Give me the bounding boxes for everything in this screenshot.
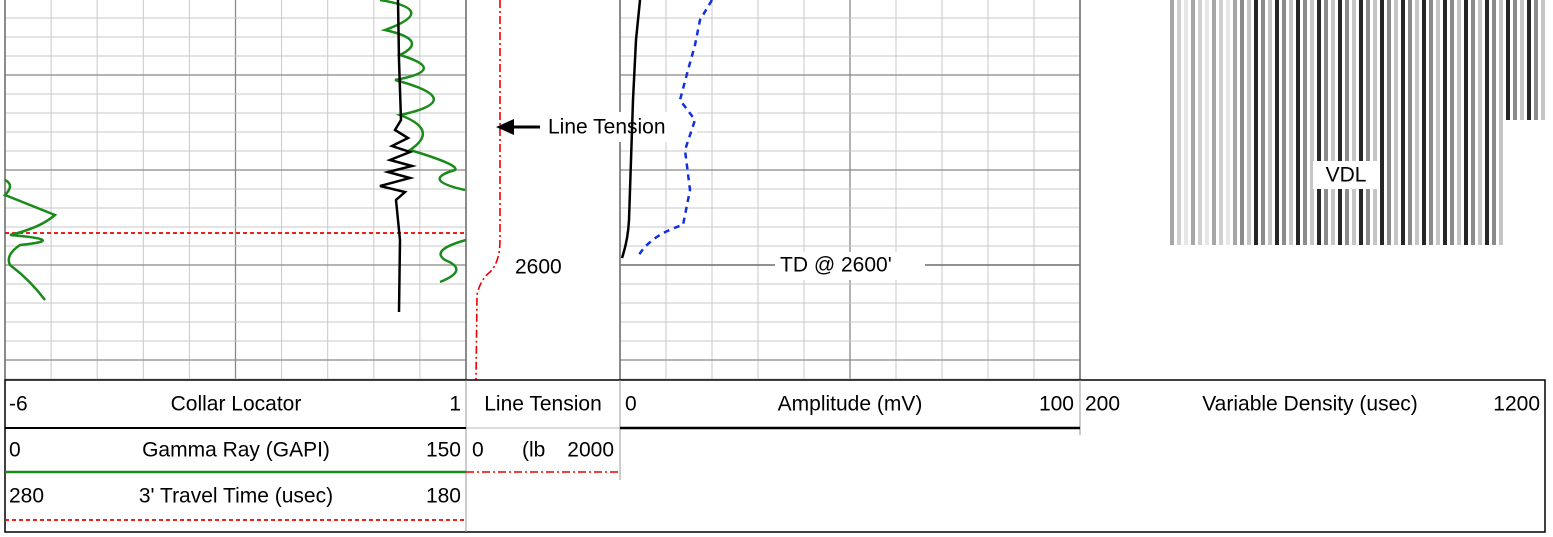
vdl-stripe — [1534, 0, 1538, 120]
vdl-stripe — [1408, 0, 1412, 245]
track-borders — [5, 0, 1080, 380]
curve-name: Variable Density (usec) — [1202, 393, 1418, 416]
vdl-stripe — [1233, 0, 1237, 245]
vdl-stripe — [1366, 0, 1370, 245]
vdl-stripe — [1345, 0, 1349, 245]
vdl-stripe — [1478, 0, 1482, 245]
vdl-stripe — [1485, 0, 1489, 245]
scale-min: 200 — [1085, 393, 1120, 416]
vdl-stripe — [1275, 0, 1279, 245]
scale-min: -6 — [9, 393, 28, 416]
vdl-stripe — [1352, 0, 1356, 245]
line-tension-curve — [476, 0, 500, 380]
vdl-stripe — [1205, 0, 1209, 245]
vdl-stripe — [1310, 0, 1314, 245]
vdl-stripe — [1324, 0, 1328, 245]
vdl-stripe — [1450, 0, 1454, 245]
vdl-stripe — [1471, 0, 1475, 245]
vdl-stripe — [1513, 0, 1517, 120]
vdl-stripe — [1338, 0, 1342, 245]
vdl-stripe — [1254, 0, 1258, 245]
scale-max: 100 — [1039, 393, 1074, 416]
vdl-stripe — [1422, 0, 1426, 245]
curve-name: Collar Locator — [171, 393, 302, 416]
vdl-stripe — [1303, 0, 1307, 245]
depth-label: 2600 — [515, 256, 562, 279]
vdl-stripe — [1429, 0, 1433, 245]
curve-name: Amplitude (mV) — [778, 393, 923, 416]
vdl-stripe — [1527, 0, 1531, 120]
curve-name: (lb — [522, 439, 545, 462]
scale-max: 2000 — [567, 439, 614, 462]
vdl-stripe — [1282, 0, 1286, 245]
vdl-stripe — [1268, 0, 1272, 245]
vdl-stripe — [1394, 0, 1398, 245]
vdl-stripe — [1373, 0, 1377, 245]
vdl-stripe — [1177, 0, 1181, 245]
line-tension-label: Line Tension — [548, 116, 666, 139]
vdl-stripe — [1520, 0, 1524, 120]
vdl-stripe — [1184, 0, 1188, 245]
arrow-head — [496, 119, 514, 135]
legend: -6 Collar Locator 1 0 Gamma Ray (GAPI) 1… — [5, 380, 1545, 532]
vdl-stripe — [1170, 0, 1174, 245]
scale-max: 1 — [449, 393, 461, 416]
vdl-stripe — [1492, 0, 1496, 245]
vdl-stripe — [1401, 0, 1405, 245]
vdl-stripe — [1240, 0, 1244, 245]
scale-min: 0 — [9, 439, 21, 462]
vdl-stripe — [1247, 0, 1251, 245]
vdl-label: VDL — [1326, 164, 1367, 187]
vdl-stripe — [1212, 0, 1216, 245]
well-log: Line Tension 2600 TD @ 2600' VDL -6 Coll… — [0, 0, 1553, 537]
vdl-stripe — [1464, 0, 1468, 245]
vdl-stripe — [1541, 0, 1545, 120]
grid — [5, 0, 1080, 380]
curve-name: Line Tension — [484, 393, 602, 416]
vdl-stripe — [1443, 0, 1447, 245]
scale-max: 180 — [426, 485, 461, 508]
scale-min: 0 — [625, 393, 637, 416]
vdl-stripe — [1331, 0, 1335, 245]
curve-name: 3' Travel Time (usec) — [139, 485, 333, 508]
vdl-stripe — [1317, 0, 1321, 245]
scale-min: 0 — [472, 439, 484, 462]
scale-min: 280 — [9, 485, 44, 508]
vdl-stripe — [1415, 0, 1419, 245]
vdl-stripe — [1359, 0, 1363, 245]
vdl-stripe — [1436, 0, 1440, 245]
curve-name: Gamma Ray (GAPI) — [142, 439, 330, 462]
td-label: TD @ 2600' — [780, 254, 892, 277]
vdl-stripe — [1506, 0, 1510, 120]
scale-max: 150 — [426, 439, 461, 462]
vdl-stripe — [1296, 0, 1300, 245]
vdl-stripe — [1226, 0, 1230, 245]
vdl-stripe — [1198, 0, 1202, 245]
vdl-stripe — [1457, 0, 1461, 245]
vdl-stripe — [1387, 0, 1391, 245]
vdl-stripe — [1380, 0, 1384, 245]
vdl-stripe — [1289, 0, 1293, 245]
vdl-stripe — [1499, 0, 1503, 245]
vdl-stripe — [1261, 0, 1265, 245]
vdl-image — [1170, 0, 1545, 245]
scale-max: 1200 — [1493, 393, 1540, 416]
vdl-stripe — [1191, 0, 1195, 245]
vdl-stripe — [1219, 0, 1223, 245]
